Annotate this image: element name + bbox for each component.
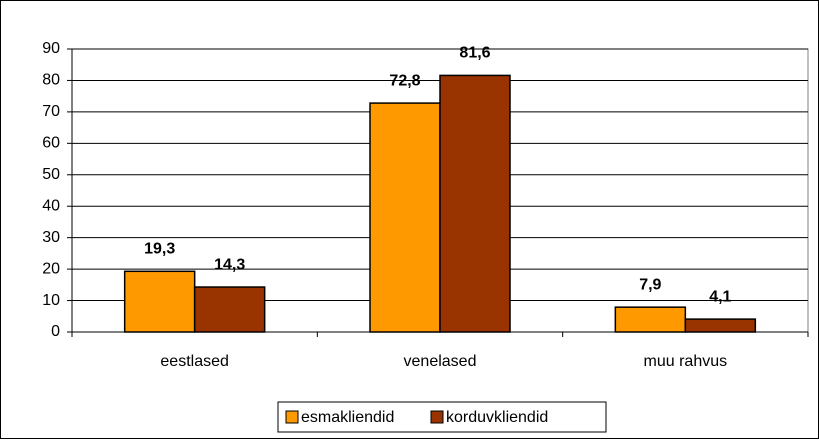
y-tick-label: 0	[51, 323, 60, 340]
bar	[439, 74, 511, 333]
x-tick-label: eestlased	[160, 353, 229, 370]
y-tick-label: 40	[42, 197, 60, 214]
value-label: 81,6	[459, 45, 490, 62]
legend-swatch	[430, 410, 444, 424]
bar	[614, 306, 687, 333]
value-label: 14,3	[214, 256, 245, 273]
y-tick-label: 30	[42, 229, 60, 246]
x-tick-label: venelased	[404, 353, 477, 370]
y-tick-label: 70	[42, 103, 60, 120]
value-label: 19,3	[144, 241, 175, 258]
legend-swatch	[285, 410, 299, 424]
y-tick-label: 80	[42, 72, 60, 89]
value-label: 72,8	[389, 72, 420, 89]
value-label: 7,9	[639, 276, 661, 293]
value-label: 4,1	[709, 288, 731, 305]
y-tick-label: 90	[42, 40, 60, 57]
x-tick-label: muu rahvus	[644, 353, 728, 370]
y-tick-label: 50	[42, 166, 60, 183]
bar	[193, 286, 266, 333]
bar	[684, 318, 757, 333]
y-tick-label: 10	[42, 292, 60, 309]
legend-label: korduvkliendid	[446, 409, 548, 426]
y-tick-label: 60	[42, 135, 60, 152]
bar	[123, 270, 196, 333]
y-tick-label: 20	[42, 260, 60, 277]
bar	[369, 102, 441, 333]
legend-label: esmakliendid	[301, 409, 394, 426]
